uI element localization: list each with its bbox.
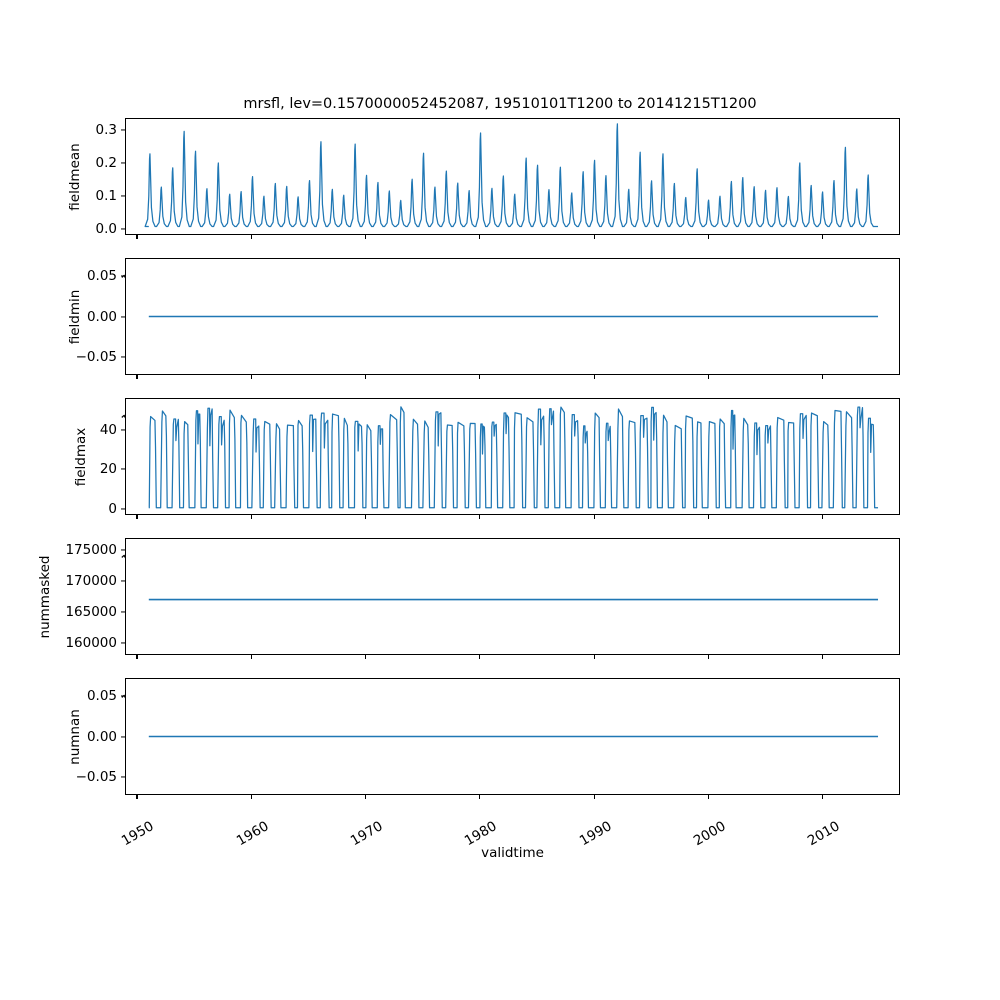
y-tick-mark (121, 356, 125, 358)
y-tick-label: 0.00 (86, 728, 117, 745)
y-tick-label: 40 (99, 421, 117, 438)
y-tick-label: 0.1 (95, 187, 117, 204)
y-tick-label: 165000 (65, 603, 117, 620)
x-tick-mark (593, 235, 595, 239)
x-tick-mark (593, 655, 595, 659)
x-tick-mark (822, 515, 824, 519)
data-line-fieldmax (149, 407, 878, 508)
panel-fieldmax: 02040fieldmax195019601970198019902000201… (73, 398, 900, 569)
x-tick-mark (707, 655, 710, 659)
axes-nummasked (125, 538, 900, 655)
data-line-fieldmean (145, 124, 878, 227)
x-tick-mark (136, 515, 138, 519)
panel-fieldmean: 0.00.10.20.3fieldmean1950196019701980199… (67, 118, 900, 289)
axes-fieldmin (125, 258, 900, 375)
x-tick-mark (822, 235, 824, 239)
x-tick-mark (365, 375, 367, 379)
y-tick-mark (121, 642, 125, 644)
y-axis-label-fieldmin: fieldmin (67, 289, 83, 344)
y-tick-label: 0.2 (95, 154, 117, 171)
y-axis-label-fieldmax: fieldmax (73, 427, 89, 486)
x-tick-mark (365, 655, 367, 659)
x-tick-mark (136, 795, 138, 799)
x-tick-mark (707, 515, 710, 519)
x-tick-mark (136, 375, 138, 379)
y-tick-mark (121, 611, 125, 613)
y-tick-mark (121, 275, 125, 277)
x-tick-mark (707, 235, 710, 239)
x-tick-mark (822, 655, 824, 659)
y-tick-label: 175000 (65, 542, 117, 559)
x-tick-mark (136, 235, 138, 239)
x-axis-label: validtime (481, 845, 544, 861)
x-tick-mark (593, 375, 595, 379)
y-tick-mark (121, 429, 125, 431)
axes-numnan (125, 678, 900, 795)
x-tick-mark (707, 375, 710, 379)
x-tick-mark (250, 235, 252, 239)
x-tick-mark (593, 795, 595, 799)
x-tick-mark (250, 655, 252, 659)
x-tick-mark (250, 375, 252, 379)
y-tick-label: −0.05 (75, 349, 117, 366)
x-tick-mark (365, 235, 367, 239)
y-tick-mark (121, 508, 125, 510)
panel-numnan: −0.05 0.00 0.05 numnan 1950 1960 1970 1980 1990 2… (67, 678, 900, 849)
y-tick-label: 20 (99, 461, 117, 478)
figure-title: mrsfl, lev=0.1570000052452087, 19510101T… (243, 96, 757, 112)
panel-nummasked: 160000165000170000175000nummasked1950196… (37, 538, 900, 709)
y-tick-mark (121, 228, 125, 230)
y-tick-label: 0 (108, 500, 117, 517)
y-tick-label: 0.05 (86, 267, 117, 284)
y-tick-label: 0.3 (95, 121, 117, 138)
y-tick-mark (121, 776, 125, 778)
y-tick-mark (121, 580, 125, 582)
y-tick-mark (121, 549, 125, 551)
x-tick-mark (250, 795, 252, 799)
y-tick-label: 170000 (65, 573, 117, 590)
x-tick-mark (479, 795, 481, 799)
x-tick-mark (479, 515, 481, 519)
x-tick-mark (822, 375, 824, 379)
x-tick-mark (136, 655, 138, 659)
y-tick-mark (121, 162, 125, 164)
x-tick-mark (479, 375, 481, 379)
y-tick-mark (121, 195, 125, 197)
panel-fieldmin: −0.050.000.05fieldmin1950196019701980199… (67, 258, 900, 429)
x-tick-mark (365, 515, 367, 519)
y-tick-label: 0.0 (95, 221, 117, 238)
y-tick-mark (121, 468, 125, 470)
x-tick-mark (593, 515, 595, 519)
y-axis-label-fieldmean: fieldmean (67, 142, 83, 211)
x-tick-mark (479, 655, 481, 659)
x-tick-mark (822, 795, 824, 799)
x-tick-mark (707, 795, 710, 799)
y-axis-label-numnan: numnan (67, 708, 83, 765)
axes-fieldmean (125, 118, 900, 235)
y-tick-mark (121, 129, 125, 131)
x-tick-mark (250, 515, 252, 519)
y-tick-label: 0.00 (86, 308, 117, 325)
x-tick-mark (479, 235, 481, 239)
y-tick-label: −0.05 (75, 769, 117, 786)
axes-fieldmax (125, 398, 900, 515)
x-tick-mark (365, 795, 367, 799)
y-tick-mark (121, 695, 125, 697)
y-tick-label: 160000 (65, 634, 117, 651)
y-tick-mark (121, 735, 125, 738)
y-tick-label: 0.05 (86, 687, 117, 704)
y-tick-mark (121, 315, 125, 318)
y-axis-label-nummasked: nummasked (37, 555, 53, 638)
